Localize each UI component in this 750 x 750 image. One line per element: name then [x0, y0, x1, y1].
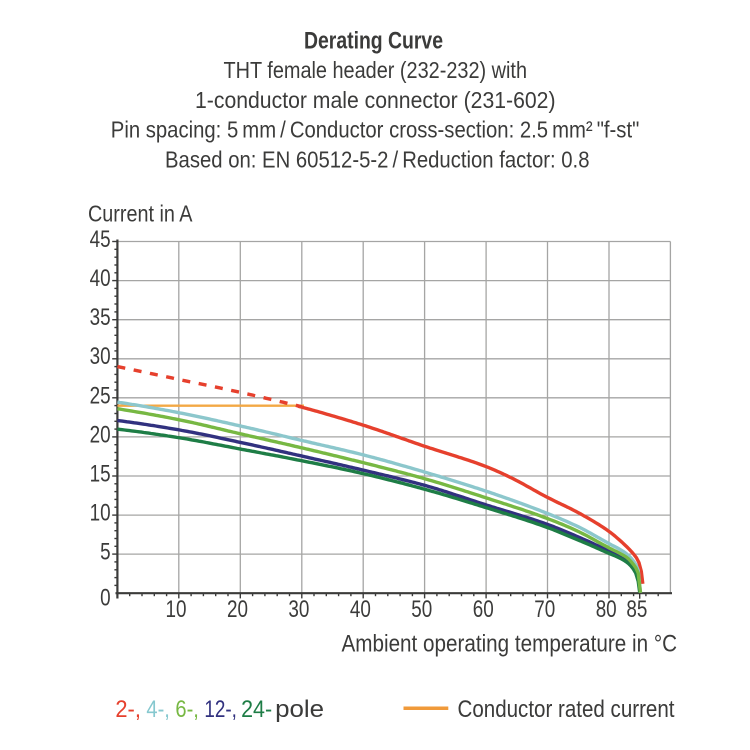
svg-text:40: 40 — [90, 265, 111, 292]
svg-text:30: 30 — [288, 596, 309, 623]
svg-text:Derating Curve: Derating Curve — [304, 27, 443, 54]
svg-text:THT female header (232-232) wi: THT female header (232-232) with — [224, 57, 528, 83]
svg-text:35: 35 — [90, 304, 111, 331]
svg-text:50: 50 — [411, 596, 432, 623]
svg-text:12-,: 12-, — [204, 696, 237, 723]
svg-text:2-,: 2-, — [115, 696, 140, 723]
svg-text:1-conductor male connector (23: 1-conductor male connector (231-602) — [195, 87, 556, 113]
svg-text:6-,: 6-, — [175, 696, 199, 723]
svg-text:60: 60 — [473, 596, 494, 623]
svg-text:5: 5 — [100, 539, 111, 566]
svg-text:85: 85 — [626, 596, 647, 623]
svg-text:45: 45 — [90, 226, 111, 253]
svg-text:Current in A: Current in A — [88, 200, 193, 226]
svg-text:30: 30 — [90, 343, 111, 370]
svg-text:25: 25 — [90, 382, 111, 409]
svg-text:80: 80 — [596, 596, 617, 623]
svg-text:24-: 24- — [241, 696, 272, 723]
svg-text:Pin spacing: 5 mm / Conductor: Pin spacing: 5 mm / Conductor cross-sect… — [111, 117, 640, 143]
svg-text:Ambient operating temperature: Ambient operating temperature in °C — [342, 630, 678, 657]
svg-text:4-,: 4-, — [146, 696, 170, 723]
svg-text:15: 15 — [90, 461, 111, 488]
svg-text:Conductor rated current: Conductor rated current — [458, 696, 675, 723]
svg-text:70: 70 — [534, 596, 555, 623]
svg-text:10: 10 — [166, 596, 187, 623]
svg-text:20: 20 — [227, 596, 248, 623]
svg-text:10: 10 — [90, 500, 111, 527]
svg-text:Based on: EN 60512-5-2 / Reduc: Based on: EN 60512-5-2 / Reduction facto… — [165, 147, 590, 173]
svg-text:pole: pole — [275, 696, 324, 723]
svg-text:40: 40 — [350, 596, 371, 623]
svg-text:20: 20 — [90, 421, 111, 448]
svg-text:0: 0 — [100, 585, 111, 612]
